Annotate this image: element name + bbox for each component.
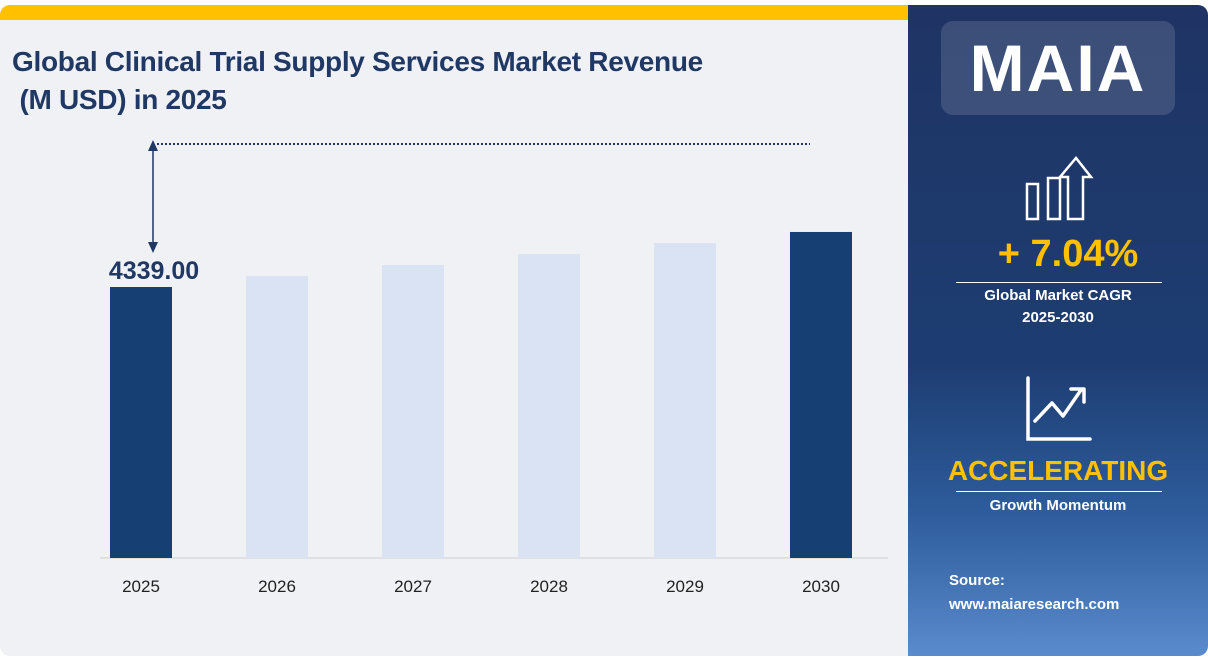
momentum-label: Growth Momentum [989,497,1127,514]
cagr-label: Global Market CAGR [984,287,1132,304]
bar-2029 [654,242,716,559]
sidebar: MAIA + 7.04% Global Market CAGR 2025-203… [908,5,1208,656]
source-url[interactable]: www.maiaresearch.com [949,596,1120,613]
momentum-value: ACCELERATING [947,455,1169,486]
bar-2030 [790,231,852,558]
source-label: Source: [949,572,1005,589]
x-tick-label: 2029 [666,577,704,596]
x-tick-label: 2026 [258,577,296,596]
data-label: 4339.00 [109,257,199,285]
x-tick-label: 2028 [530,577,568,596]
title-line-1: Global Clinical Trial Supply Services Ma… [12,46,703,77]
x-tick-label: 2027 [394,577,432,596]
title-line-2: (M USD) in 2025 [12,84,227,115]
bar-2026 [246,276,308,558]
bar-2028 [518,254,580,558]
trend-chart-icon [1026,376,1092,441]
bar-2027 [382,265,444,558]
arrow-head-up [148,140,158,151]
divider [956,491,1162,492]
arrow-head-down [148,242,158,253]
chart-panel: Global Clinical Trial Supply Services Ma… [0,5,908,656]
divider [956,282,1162,283]
cagr-period: 2025-2030 [1022,309,1094,326]
x-tick-label: 2025 [122,577,160,596]
bar-chart: 2025 4339.00 2026 2027 2028 2029 2030 [100,140,888,596]
maia-logo: MAIA [941,21,1175,115]
accent-bar [0,5,908,20]
cagr-value: + 7.04% [997,233,1139,275]
chart-title: Global Clinical Trial Supply Services Ma… [12,43,892,119]
bar-2025 [110,287,172,558]
bar-growth-icon [1025,156,1094,221]
x-tick-label: 2030 [802,577,840,596]
